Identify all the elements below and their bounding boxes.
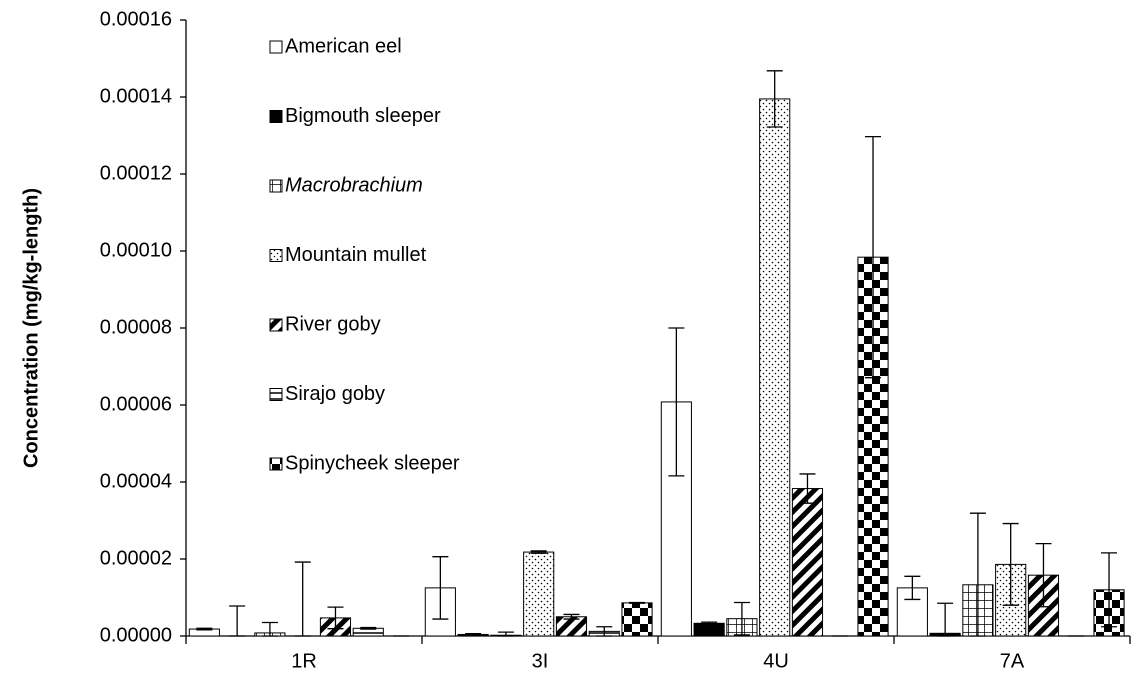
error-bar: [701, 621, 718, 626]
error-bar: [799, 473, 816, 504]
legend-swatch: [269, 40, 283, 54]
legend-swatch: [269, 179, 283, 193]
error-bar: [563, 613, 580, 620]
error-bar: [294, 561, 311, 637]
error-bar: [904, 575, 921, 601]
x-tick-label: 3I: [532, 650, 549, 672]
legend-label: Spinycheek sleeper: [285, 452, 460, 474]
error-bar: [497, 631, 514, 637]
error-bar: [629, 601, 646, 604]
error-bar: [1101, 552, 1118, 628]
legend-swatch: [269, 110, 283, 123]
legend-swatch: [269, 249, 283, 262]
legend-label: Bigmouth sleeper: [285, 105, 441, 127]
y-tick-label: 0.00000: [100, 624, 172, 646]
y-tick-label: 0.00002: [100, 547, 172, 569]
legend-label: Mountain mullet: [285, 244, 427, 266]
error-bar: [865, 136, 882, 379]
legend-label: Macrobrachium: [285, 174, 423, 196]
error-bar: [668, 327, 685, 477]
error-bar: [596, 626, 613, 637]
x-tick-label: 4U: [763, 650, 789, 672]
bar: [759, 98, 791, 637]
error-bar: [969, 512, 986, 637]
bar: [621, 602, 653, 637]
legend-swatch: [269, 388, 283, 401]
error-bar: [530, 550, 547, 554]
bar: [523, 551, 555, 637]
legend-swatch: [269, 318, 283, 332]
bar: [791, 488, 824, 637]
error-bar: [432, 556, 449, 620]
error-bar: [1035, 542, 1052, 608]
error-bar: [766, 70, 783, 128]
y-tick-label: 0.00014: [100, 85, 172, 107]
y-tick-label: 0.00008: [100, 316, 172, 338]
y-tick-label: 0.00010: [100, 239, 172, 261]
error-bar: [937, 602, 954, 637]
error-bar: [465, 633, 482, 636]
y-tick-label: 0.00016: [100, 8, 172, 30]
error-bar: [327, 606, 344, 630]
legend-label: American eel: [285, 35, 402, 57]
error-bar: [360, 626, 377, 630]
error-bar: [1002, 522, 1019, 606]
error-bar: [196, 627, 213, 631]
bar: [693, 622, 725, 637]
y-axis-title: Concentration (mg/kg-length): [20, 188, 42, 468]
legend-label: River goby: [285, 313, 381, 335]
error-bar: [229, 605, 246, 637]
y-tick-label: 0.00004: [100, 470, 172, 492]
y-tick-label: 0.00012: [100, 162, 172, 184]
x-tick-label: 7A: [1000, 650, 1025, 672]
legend-swatch: [269, 457, 283, 471]
error-bar: [261, 621, 278, 637]
legend-label: Sirajo goby: [285, 383, 385, 405]
x-tick-label: 1R: [291, 650, 317, 672]
error-bar: [733, 601, 750, 636]
y-tick-label: 0.00006: [100, 393, 172, 415]
